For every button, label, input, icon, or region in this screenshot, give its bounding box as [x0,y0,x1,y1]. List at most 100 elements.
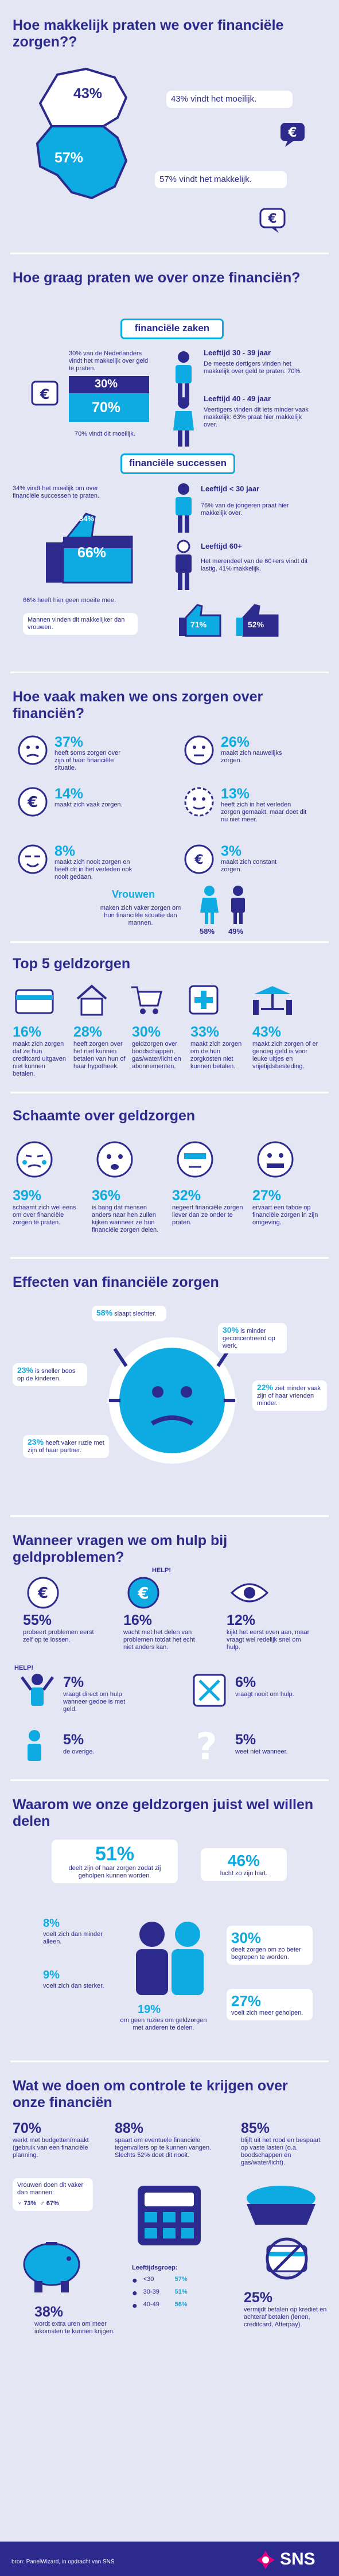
svg-text:?: ? [196,1726,217,1765]
section-title: Top 5 geldzorgen [13,956,131,972]
calculator-icon [138,2186,201,2245]
note-bottom: 70% vindt dit moeilijk. [75,430,135,437]
effect-bubble: 22% ziet minder vaak zijn of haar vriend… [252,1380,327,1411]
section-why-share: Waarom we onze geldzorgen juist wel will… [0,1785,339,2043]
euro-coin-help-icon: € [127,1577,159,1609]
item-text: blijft uit het rood en bespaart op vaste… [241,2137,321,2166]
footer: bron: PanelWizard, in opdracht van SNS S… [0,2542,339,2576]
item-pct: 33% [190,1024,220,1040]
item-pct: 32% [172,1188,201,1204]
item-pct: 88% [115,2120,144,2136]
item-text: vraagt direct om hulp wanneer gedoe is m… [63,1691,126,1713]
svg-text:€: € [27,794,38,811]
question-mark-icon: ? [196,1726,217,1765]
age2-text: Veertigers vinden dit iets minder vaak m… [204,406,309,428]
euro-wallet-icon: € [31,381,59,406]
topic-pill: financiële successen [120,453,235,474]
share-text: deelt zijn of haar zorgen zodat zij geho… [68,1865,161,1879]
help-label: HELP! [152,1567,171,1574]
left-bottom: 66% heeft hier geen moeite mee. [23,597,116,604]
share-bubble: 30% deelt zorgen om zo beter begrepen te … [227,1926,313,1965]
item-pct: 30% [132,1024,161,1040]
section-title: Hoe vaak maken we ons zorgen over financ… [13,689,263,721]
item-text: maakt zich constant zorgen. [221,859,277,873]
gender-title: Vrouwen [112,889,155,900]
share-pct: 8% [43,1917,60,1930]
effect-bubble: 23% is sneller boos op de kinderen. [13,1363,87,1386]
bar-top [69,376,149,393]
section-title: Effecten van financiële zorgen [13,1274,219,1290]
item-pct: 43% [252,1024,282,1040]
item-pct: 85% [241,2120,270,2136]
divider [10,1092,329,1093]
section-title: Hoe makkelijk praten we over financiële … [13,17,284,50]
waving-person-icon [20,1674,54,1706]
item-pct: 16% [123,1612,153,1628]
sns-logo-text: SNS [280,2550,315,2569]
section-title: Wat we doen om controle te krijgen over … [13,2078,288,2111]
divider [10,1515,329,1517]
women-pct: 58% [200,927,215,936]
stressed-head-icon [109,1337,235,1464]
age-label: <30 [143,2276,154,2283]
item-text: wordt extra uren om meer inkomsten te ku… [34,2321,115,2335]
piggy-bank-icon [23,2242,80,2292]
item-pct: 5% [235,1732,256,1748]
help-label: HELP! [14,1665,33,1671]
section-asking-help: Wanneer vragen we om hulp bij geldproble… [0,1521,339,1774]
elderly-person-icon [176,540,192,590]
svg-text:€: € [37,1585,48,1602]
stressed-face-icon: € [184,844,214,874]
no-help-icon [193,1674,226,1707]
item-text: maakt zich zorgen om de hun zorgkosten n… [190,1041,242,1070]
men-pct: 49% [228,927,244,936]
item-pct: 16% [13,1024,42,1040]
map-top-pct: 43% [73,86,103,102]
age1-text: De meeste dertigers vinden het makkelijk… [204,360,302,375]
cafe-table-icon [253,986,292,1015]
item-pct: 8% [54,843,76,859]
item-pct: 27% [252,1188,282,1204]
item-text: ervaart een taboe op financiële zorgen i… [252,1204,318,1226]
item-pct: 38% [34,2304,64,2320]
netherlands-map-icon [36,67,128,200]
svg-text:€: € [267,212,276,226]
item-text: heeft zorgen over het niet kunnen betale… [73,1041,126,1070]
item-pct: 3% [221,843,242,859]
item-pct: 26% [221,734,250,750]
men-pct: 67% [46,2200,59,2207]
item-pct: 39% [13,1188,42,1204]
age-title: Leeftijdsgroep: [132,2264,178,2271]
house-icon [76,984,107,1016]
age-row: ● <30 57% [132,2276,229,2286]
share-pct: 19% [138,2003,161,2016]
item-pct: 14% [54,786,84,802]
share-pct: 9% [43,1969,60,1981]
divider [10,1779,329,1781]
effect-text: heeft vaker ruzie met zijn of haar partn… [28,1440,104,1454]
item-pct: 13% [221,786,250,802]
item-text: negeert financiële zorgen liever dan ze … [172,1204,243,1226]
ashamed-face-icon [16,1141,53,1178]
item-pct: 5% [63,1732,84,1748]
item-pct: 25% [244,2290,273,2306]
share-text: deelt zorgen om zo beter begrepen te wor… [231,1946,301,1961]
item-text: maakt zich nauwelijks zorgen. [221,750,282,764]
easy-bubble: 57% vindt het makkelijk. [155,171,287,188]
divider [10,2061,329,2062]
bar-bottom [69,393,149,422]
section-effects: Effecten van financiële zorgen 58% slaap… [0,1263,339,1510]
calm-face-icon [184,735,214,765]
women-pct: 73% [24,2200,37,2207]
section-title: Wanneer vragen we om hulp bij geldproble… [13,1533,228,1565]
section-shame: Schaamte over geldzorgen 39% schaamt zic… [0,1096,339,1251]
item-text: maakt zich zorgen of er genoeg geld is v… [252,1041,318,1070]
item-text: werkt met budgetten/maakt (gebruik van e… [13,2137,89,2159]
svg-text:€: € [287,126,297,140]
effect-pct: 58% [96,1308,113,1317]
effect-pct: 23% [28,1437,44,1446]
credit-card-icon [15,989,54,1014]
divider [10,253,329,254]
effect-bubble: 58% slaapt slechter. [92,1306,166,1321]
eye-icon [230,1583,269,1603]
